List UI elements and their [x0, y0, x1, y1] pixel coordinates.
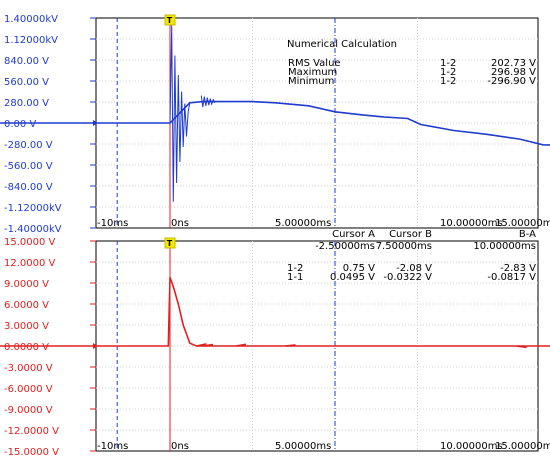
- y-tick-label: -1.40000kV: [4, 224, 62, 235]
- numcalc-label: RMS Value: [288, 58, 341, 69]
- numcalc-value: -296.90 V: [487, 76, 536, 87]
- series-line-1-1: [0, 277, 550, 347]
- cursor-row-value: -0.0817 V: [487, 272, 536, 283]
- y-tick-label: 15.0000 V: [4, 237, 56, 248]
- x-tick-label: 0ns: [171, 441, 189, 452]
- y-tick-label: 0.0000 V: [4, 342, 49, 353]
- series-transient: [169, 25, 191, 202]
- numcalc-channel: 1-2: [440, 76, 456, 87]
- numcalc-title: Numerical Calculation: [287, 39, 397, 50]
- y-tick-label: -12.0000 V: [4, 426, 59, 437]
- y-tick-label: -840.00 V: [4, 182, 53, 193]
- x-tick-label: 15.00000ms: [495, 218, 550, 229]
- y-tick-label: 1.12000kV: [4, 35, 58, 46]
- trigger-marker: [164, 237, 176, 249]
- numcalc-channel: 1-2: [440, 58, 456, 69]
- cursor-row-value: 0.75 V: [343, 263, 375, 274]
- cursor-header: B-A: [519, 229, 536, 240]
- cursor-header: Cursor A: [332, 229, 375, 240]
- y-tick-label: 280.00 V: [4, 98, 49, 109]
- cursor-header: Cursor B: [389, 229, 432, 240]
- x-tick-label: -10ms: [97, 441, 128, 452]
- cursor-time: 7.50000ms: [376, 241, 432, 252]
- y-tick-label: 840.00 V: [4, 56, 49, 67]
- numcalc-value: 202.73 V: [491, 58, 536, 69]
- x-tick-label: 5.00000ms: [275, 218, 331, 229]
- x-tick-label: 5.00000ms: [275, 441, 331, 452]
- y-tick-label: -15.0000 V: [4, 447, 59, 458]
- x-tick-label: 10.00000ms: [440, 441, 503, 452]
- x-tick-label: -10ms: [97, 218, 128, 229]
- series-noise: [285, 344, 296, 347]
- trigger-label: T: [167, 239, 173, 248]
- y-tick-label: 3.0000 V: [4, 321, 49, 332]
- y-tick-label: 1.40000kV: [4, 14, 58, 25]
- y-tick-label: -280.00 V: [4, 140, 53, 151]
- cursor-row-value: -0.0322 V: [383, 272, 432, 283]
- cursor-row-value: -2.08 V: [396, 263, 432, 274]
- y-tick-label: 9.0000 V: [4, 279, 49, 290]
- y-tick-label: 12.0000 V: [4, 258, 56, 269]
- series-transient-2: [200, 95, 216, 108]
- y-tick-label: 560.00 V: [4, 77, 49, 88]
- series-line-1-2: [0, 100, 550, 146]
- series-noise: [235, 343, 247, 347]
- y-tick-label: -3.0000 V: [4, 363, 53, 374]
- series-noise: [196, 343, 207, 347]
- cursor-row-value: -2.83 V: [500, 263, 536, 274]
- series-noise: [202, 343, 214, 347]
- y-tick-label: -6.0000 V: [4, 384, 53, 395]
- x-tick-label: 10.00000ms: [440, 218, 503, 229]
- cursor-row-channel: 1-1: [287, 272, 303, 283]
- numcalc-label: Minimum: [288, 76, 334, 87]
- numcalc-label: Maximum: [288, 67, 337, 78]
- cursor-time: 10.00000ms: [473, 241, 536, 252]
- y-tick-label: 6.0000 V: [4, 300, 49, 311]
- numcalc-value: 296.98 V: [491, 67, 536, 78]
- trigger-label: T: [167, 16, 173, 25]
- cursor-row-value: 0.0495 V: [330, 272, 375, 283]
- y-tick-label: -560.00 V: [4, 161, 53, 172]
- numcalc-channel: 1-2: [440, 67, 456, 78]
- x-tick-label: 15.00000ms: [495, 441, 550, 452]
- cursor-row-channel: 1-2: [287, 263, 303, 274]
- series-noise: [516, 345, 527, 349]
- y-tick-label: -1.12000kV: [4, 203, 62, 214]
- x-tick-label: 0ns: [171, 218, 189, 229]
- y-tick-label: -9.0000 V: [4, 405, 53, 416]
- y-tick-label: 0.00 V: [4, 119, 36, 130]
- trigger-marker: [164, 14, 176, 26]
- cursor-time: -2.50000ms: [315, 241, 375, 252]
